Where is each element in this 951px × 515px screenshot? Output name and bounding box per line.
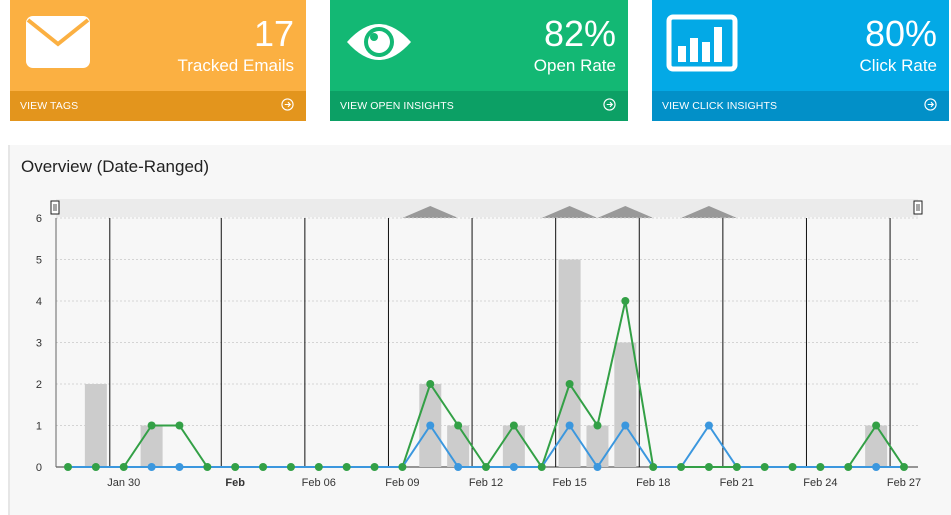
card-footer[interactable]: VIEW CLICK INSIGHTS [652, 91, 949, 121]
eye-icon [347, 24, 411, 60]
y-tick-label: 4 [36, 296, 42, 308]
point-opens[interactable] [482, 463, 490, 471]
x-tick-label: Feb 12 [469, 477, 503, 489]
point-opens[interactable] [147, 421, 156, 430]
bar-tracked-emails [614, 342, 637, 467]
click-rate-value: 80% [864, 13, 937, 54]
point-opens[interactable] [872, 421, 881, 430]
card-footer[interactable]: VIEW OPEN INSIGHTS [330, 91, 628, 121]
bar-chart-icon [666, 14, 738, 72]
x-tick-label: Feb 24 [803, 477, 837, 489]
point-opens[interactable] [64, 463, 72, 471]
annotation-marker[interactable] [597, 206, 654, 218]
point-opens[interactable] [259, 463, 268, 471]
click-rate-card: 80% Click Rate VIEW CLICK INSIGHTS [652, 0, 949, 121]
arrow-right-circle-icon[interactable] [924, 98, 937, 111]
bar-tracked-emails [140, 425, 163, 467]
point-opens[interactable] [509, 421, 518, 430]
click-rate-label: Click Rate [859, 56, 937, 75]
point-clicks[interactable] [426, 421, 435, 430]
tracked-emails-value: 17 [253, 13, 294, 54]
point-opens[interactable] [704, 463, 713, 471]
point-clicks[interactable] [872, 463, 881, 471]
point-opens[interactable] [370, 463, 379, 471]
point-opens[interactable] [203, 463, 212, 471]
point-opens[interactable] [760, 463, 769, 471]
point-opens[interactable] [175, 421, 184, 430]
x-tick-label: Feb 09 [385, 477, 419, 489]
range-handle-left[interactable] [50, 200, 60, 215]
point-opens[interactable] [565, 380, 574, 388]
bar-tracked-emails [865, 425, 888, 467]
y-tick-label: 1 [36, 421, 42, 433]
y-tick-label: 5 [36, 255, 42, 267]
bar-tracked-emails [502, 425, 525, 467]
point-clicks[interactable] [147, 463, 156, 471]
x-tick-label: Jan 30 [107, 477, 140, 489]
arrow-right-circle-icon[interactable] [281, 98, 294, 111]
point-opens[interactable] [286, 463, 295, 471]
point-opens[interactable] [454, 421, 463, 430]
arrow-right-circle-icon[interactable] [603, 98, 616, 111]
x-tick-label: Feb 15 [552, 477, 586, 489]
x-tick-label: Feb [225, 477, 245, 489]
point-clicks[interactable] [593, 463, 602, 471]
point-opens[interactable] [844, 463, 853, 471]
view-tags-link[interactable]: VIEW TAGS [20, 100, 79, 112]
range-handle-right[interactable] [913, 200, 923, 215]
point-opens[interactable] [649, 463, 658, 471]
x-tick-label: Feb 27 [887, 477, 921, 489]
point-clicks[interactable] [509, 463, 518, 471]
annotation-marker[interactable] [402, 206, 459, 218]
bar-tracked-emails [558, 259, 581, 467]
point-opens[interactable] [398, 463, 407, 471]
card-top: 80% Click Rate [652, 0, 949, 91]
y-tick-label: 0 [36, 462, 42, 474]
x-tick-label: Feb 06 [302, 477, 336, 489]
point-opens[interactable] [677, 463, 686, 471]
point-opens[interactable] [426, 380, 435, 388]
bar-tracked-emails [447, 425, 470, 467]
point-opens[interactable] [119, 463, 128, 471]
card-footer[interactable]: VIEW TAGS [10, 91, 306, 121]
point-clicks[interactable] [454, 463, 463, 471]
annotation-marker[interactable] [541, 206, 598, 218]
point-clicks[interactable] [175, 463, 184, 471]
point-opens[interactable] [314, 463, 323, 471]
tracked-emails-card: 17 Tracked Emails VIEW TAGS [10, 0, 306, 121]
point-opens[interactable] [593, 421, 602, 430]
bar-tracked-emails [586, 425, 609, 467]
y-tick-label: 6 [36, 213, 42, 225]
annotation-marker[interactable] [680, 206, 737, 218]
point-opens[interactable] [816, 463, 825, 471]
point-opens[interactable] [900, 463, 908, 471]
point-opens[interactable] [91, 463, 100, 471]
open-rate-label: Open Rate [533, 56, 616, 75]
point-clicks[interactable] [621, 421, 630, 430]
point-opens[interactable] [788, 463, 797, 471]
point-opens[interactable] [342, 463, 351, 471]
point-clicks[interactable] [704, 421, 713, 430]
point-opens[interactable] [231, 463, 240, 471]
point-opens[interactable] [621, 297, 630, 305]
x-tick-label: Feb 18 [636, 477, 670, 489]
view-click-insights-link[interactable]: VIEW CLICK INSIGHTS [662, 100, 778, 112]
card-top: 17 Tracked Emails [10, 0, 306, 91]
point-clicks[interactable] [565, 421, 574, 430]
tracked-emails-label: Tracked Emails [177, 56, 294, 75]
point-opens[interactable] [732, 463, 741, 471]
view-open-insights-link[interactable]: VIEW OPEN INSIGHTS [340, 100, 454, 112]
card-top: 82% Open Rate [330, 0, 628, 91]
envelope-icon [26, 16, 90, 68]
x-tick-label: Feb 21 [720, 477, 754, 489]
range-selector-track[interactable] [56, 199, 918, 217]
open-rate-value: 82% [543, 13, 616, 54]
bar-tracked-emails [84, 384, 107, 467]
point-opens[interactable] [537, 463, 546, 471]
y-tick-label: 2 [36, 379, 42, 391]
y-tick-label: 3 [36, 338, 42, 350]
open-rate-card: 82% Open Rate VIEW OPEN INSIGHTS [330, 0, 628, 121]
overview-title: Overview (Date-Ranged) [21, 157, 210, 176]
